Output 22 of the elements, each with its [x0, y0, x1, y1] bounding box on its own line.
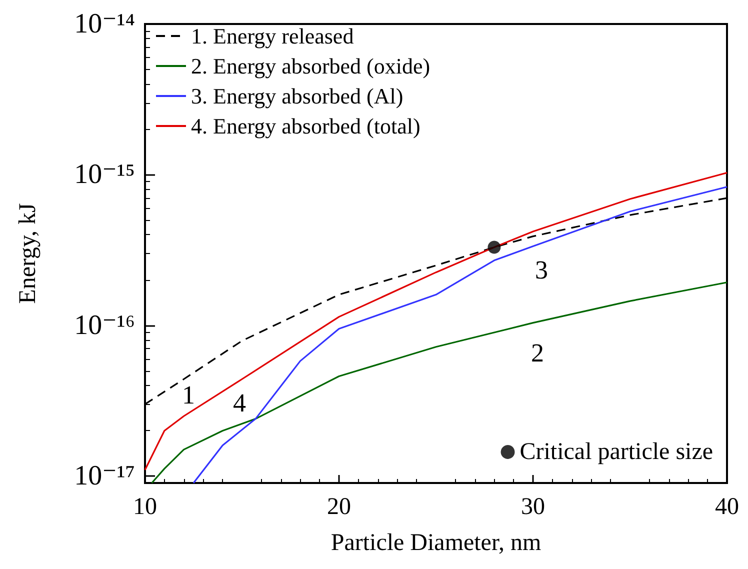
y-axis-title: Energy, kJ — [15, 203, 41, 304]
x-tick-label: 10 — [133, 494, 157, 520]
line-series — [150, 282, 728, 484]
legend-label: 1. Energy released — [191, 24, 354, 48]
legend-label: 2. Energy absorbed (oxide) — [191, 54, 430, 78]
x-axis-title: Particle Diameter, nm — [330, 530, 542, 556]
x-tick-label: 40 — [715, 494, 739, 520]
y-tick-label: 10⁻¹⁴ — [74, 8, 135, 40]
x-tick-label: 30 — [521, 494, 545, 520]
line-series — [192, 186, 728, 484]
legend-label: 4. Energy absorbed (total) — [191, 114, 420, 138]
line-series — [144, 172, 728, 471]
annotation: 2 — [531, 338, 544, 368]
legend-label: Critical particle size — [520, 439, 714, 465]
x-tick-label: 20 — [327, 494, 351, 520]
y-tick-label: 10⁻¹⁶ — [74, 310, 135, 341]
annotation: 3 — [535, 256, 548, 284]
y-tick-label: 10⁻¹⁵ — [74, 159, 135, 190]
annotation: 1 — [182, 380, 195, 410]
legend-label: 3. Energy absorbed (Al) — [191, 84, 404, 108]
y-tick-label: 10⁻¹⁷ — [74, 460, 135, 492]
annotation: 4 — [233, 388, 246, 418]
